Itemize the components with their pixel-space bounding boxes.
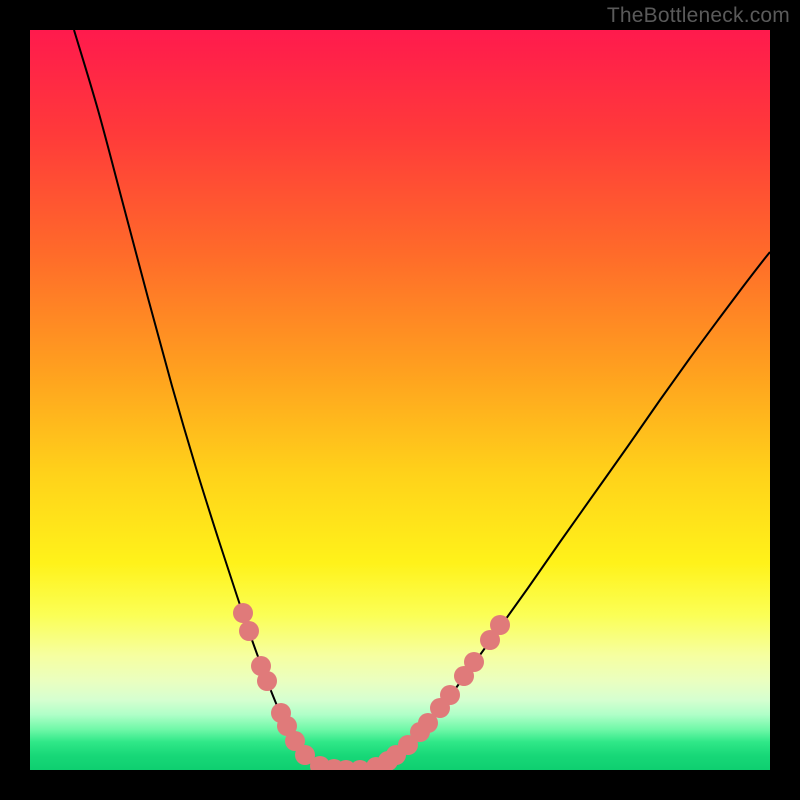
- marker-dot: [233, 603, 253, 623]
- watermark-text: TheBottleneck.com: [607, 4, 790, 28]
- marker-dot: [257, 671, 277, 691]
- plot-area: [30, 30, 770, 770]
- marker-dot: [464, 652, 484, 672]
- marker-dot: [440, 685, 460, 705]
- v-curve: [30, 30, 770, 770]
- marker-dot: [490, 615, 510, 635]
- marker-dot: [239, 621, 259, 641]
- canvas-root: TheBottleneck.com: [0, 0, 800, 800]
